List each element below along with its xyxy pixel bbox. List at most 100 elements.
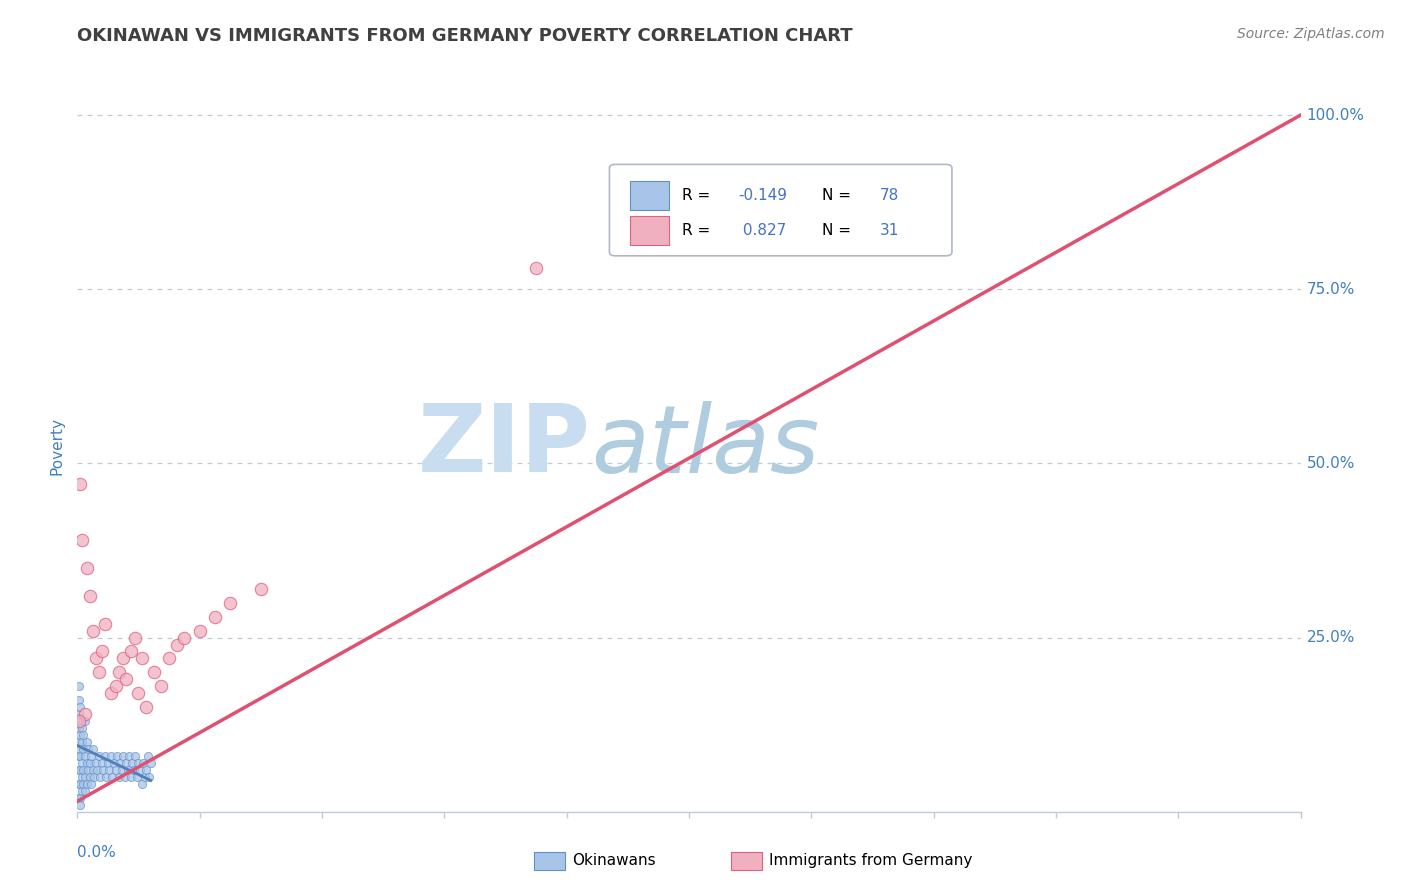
Text: Immigrants from Germany: Immigrants from Germany (769, 854, 973, 868)
Point (67, 749, 90, 764)
Point (86, 763, 108, 777)
Point (118, 749, 141, 764)
Point (134, 770, 156, 784)
Point (204, 609, 226, 624)
Point (72, 742, 94, 756)
Point (73, 749, 96, 764)
Point (135, 700, 157, 714)
Point (166, 638, 188, 652)
Point (73, 784, 96, 798)
Text: Okinawans: Okinawans (572, 854, 655, 868)
Point (127, 686, 149, 700)
Point (67, 777, 90, 791)
Text: 0.0%: 0.0% (77, 845, 117, 860)
Text: 25.0%: 25.0% (1306, 630, 1355, 645)
Point (250, 582, 273, 596)
Point (67, 714, 90, 728)
Point (136, 749, 159, 764)
Point (120, 770, 142, 784)
Point (100, 749, 122, 764)
Text: R =: R = (682, 223, 714, 238)
Point (72, 728, 94, 742)
Point (103, 756, 125, 770)
Point (67, 735, 90, 749)
Point (82, 742, 104, 756)
Point (127, 756, 149, 770)
Text: N =: N = (823, 223, 856, 238)
Text: R =: R = (682, 188, 714, 203)
Point (173, 631, 195, 645)
Point (69, 763, 91, 777)
Point (76, 756, 98, 770)
Point (121, 756, 143, 770)
Point (115, 756, 138, 770)
Point (125, 770, 148, 784)
Point (73, 714, 96, 728)
Point (112, 651, 135, 665)
Text: ZIP: ZIP (418, 400, 591, 492)
Point (98, 763, 121, 777)
Text: 75.0%: 75.0% (1306, 282, 1355, 297)
Point (122, 763, 145, 777)
Point (67, 763, 90, 777)
Point (115, 673, 138, 687)
Point (76, 561, 98, 575)
Point (72, 763, 94, 777)
Text: 50.0%: 50.0% (1306, 456, 1355, 471)
Point (114, 770, 136, 784)
Point (83, 770, 105, 784)
Point (69, 477, 91, 491)
Point (101, 770, 124, 784)
Point (67, 721, 90, 735)
Point (79, 756, 101, 770)
Point (100, 686, 122, 700)
Point (138, 770, 160, 784)
Y-axis label: Poverty: Poverty (49, 417, 65, 475)
Text: N =: N = (823, 188, 856, 203)
Point (107, 665, 129, 680)
Point (70, 770, 93, 784)
Point (131, 651, 153, 665)
Point (70, 784, 93, 798)
Point (82, 624, 104, 638)
Text: 100.0%: 100.0% (1306, 108, 1365, 122)
Point (94, 616, 117, 631)
Point (104, 679, 127, 693)
Point (108, 756, 131, 770)
Point (94, 749, 117, 764)
Point (524, 261, 547, 276)
Point (69, 728, 91, 742)
Point (157, 651, 180, 665)
Point (188, 624, 211, 638)
Point (87, 665, 110, 680)
Point (77, 742, 100, 756)
Point (67, 679, 90, 693)
Point (67, 742, 90, 756)
Text: 0.827: 0.827 (738, 223, 786, 238)
Point (90, 756, 112, 770)
Point (124, 631, 146, 645)
Point (139, 756, 162, 770)
Point (84, 651, 107, 665)
Point (90, 644, 112, 658)
Point (80, 777, 103, 791)
Point (73, 707, 96, 722)
Point (129, 763, 152, 777)
Point (104, 763, 127, 777)
Text: 78: 78 (880, 188, 898, 203)
Point (77, 763, 100, 777)
Point (67, 707, 90, 722)
Point (79, 770, 101, 784)
Point (72, 777, 94, 791)
Point (131, 777, 153, 791)
Point (84, 756, 107, 770)
Point (142, 665, 165, 680)
Point (70, 721, 93, 735)
Point (96, 770, 118, 784)
Text: OKINAWAN VS IMMIGRANTS FROM GERMANY POVERTY CORRELATION CHART: OKINAWAN VS IMMIGRANTS FROM GERMANY POVE… (77, 27, 853, 45)
Point (69, 714, 91, 728)
Point (117, 763, 139, 777)
Point (73, 770, 96, 784)
Point (124, 749, 146, 764)
Point (69, 700, 91, 714)
